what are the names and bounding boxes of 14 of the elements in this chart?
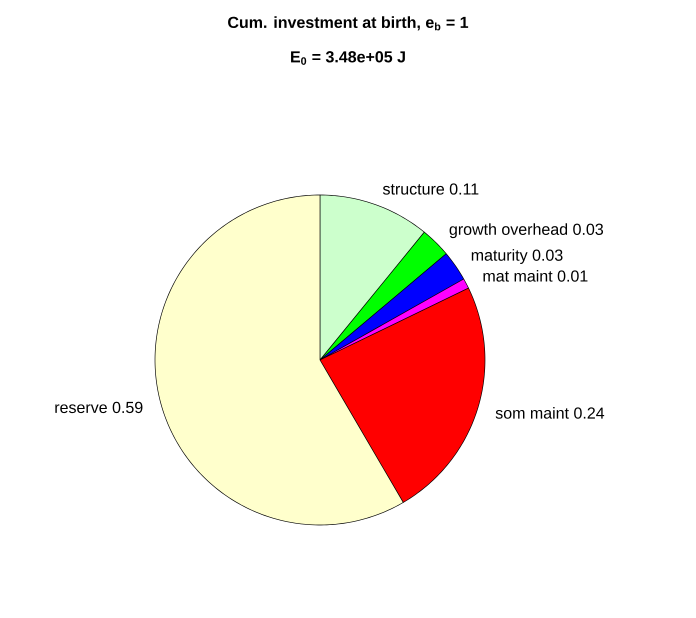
chart-title: Cum. investment at birth, e$_{b}$ = 1 (228, 16, 468, 30)
data-label: 0.01 (558, 270, 588, 282)
data-label: 0.03 (532, 250, 563, 261)
data-label: 0.03 (573, 224, 604, 235)
chart-subtitle: E$_{0}$ = 3.48e+05 J (291, 51, 405, 65)
slice-label: reserve (55, 404, 107, 414)
data-label: 0.11 (450, 183, 478, 195)
slice-label: som maint (496, 406, 569, 419)
slice-label: maturity (472, 249, 528, 264)
slice-label: structure (382, 184, 444, 195)
slice-label: growth overhead (450, 223, 568, 238)
slice-label: mat maint (483, 270, 553, 282)
data-label: 0.59 (112, 402, 142, 414)
data-label: 0.24 (574, 407, 604, 419)
